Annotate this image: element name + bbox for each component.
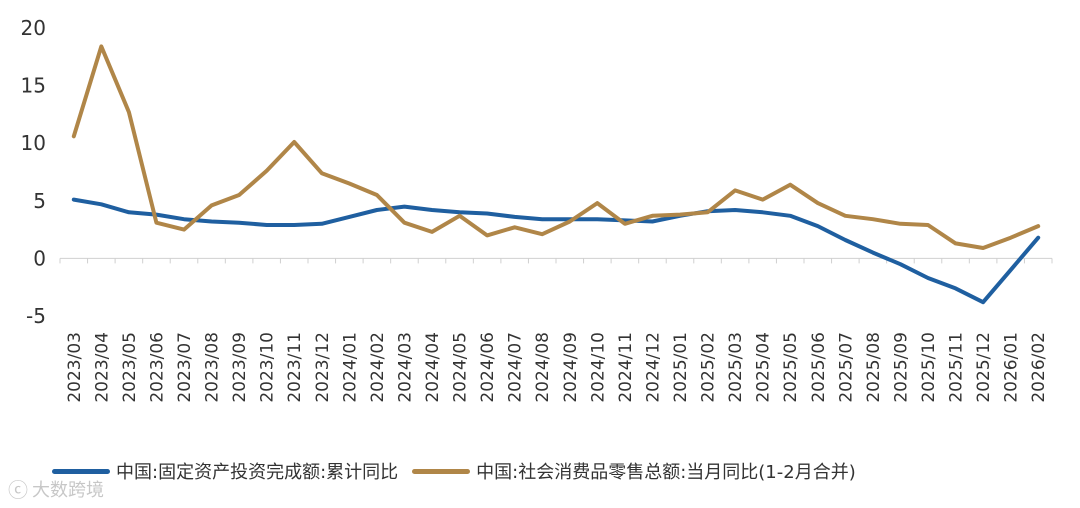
x-tick-label: 2025/03	[726, 332, 746, 403]
legend: 中国:固定资产投资完成额:累计同比 中国:社会消费品零售总额:当月同比(1-2月…	[52, 456, 870, 486]
x-tick-label: 2025/10	[919, 332, 939, 403]
y-tick-label: 10	[21, 131, 46, 155]
x-tick-label: 2024/02	[368, 332, 388, 403]
y-tick-label: 5	[33, 189, 46, 213]
watermark-text: 大数跨境	[32, 479, 104, 501]
x-tick-label: 2025/01	[671, 332, 691, 403]
x-axis-labels: 2023/03 2023/04 2023/05 2023/06 2023/07 2023/…	[65, 332, 1049, 403]
legend-label: 中国:社会消费品零售总额:当月同比(1-2月合并)	[476, 462, 856, 483]
x-tick-label: 2024/11	[616, 332, 636, 403]
x-tick-label: 2025/09	[891, 332, 911, 403]
x-tick-label: 2025/05	[781, 332, 801, 403]
x-tick-label: 2023/07	[175, 332, 195, 403]
y-tick-label: 0	[33, 246, 46, 270]
x-tick-label: 2023/05	[120, 332, 140, 403]
x-tick-label: 2025/08	[864, 332, 884, 403]
x-tick-label: 2024/08	[533, 332, 553, 403]
legend-item-retail-sales: 中国:社会消费品零售总额:当月同比(1-2月合并)	[412, 458, 856, 484]
x-tick-label: 2026/01	[1002, 332, 1022, 403]
x-tick-label: 2023/04	[92, 332, 112, 403]
x-tick-label: 2023/06	[147, 332, 167, 403]
x-tick-label: 2024/07	[506, 332, 526, 403]
legend-swatch-blue	[52, 468, 110, 474]
x-tick-label: 2023/11	[285, 332, 305, 403]
x-tick-label: 2025/12	[974, 332, 994, 403]
legend-label: 中国:固定资产投资完成额:累计同比	[116, 462, 399, 483]
x-tick-label: 2023/09	[230, 332, 250, 403]
x-tick-label: 2025/04	[754, 332, 774, 403]
x-tick-label: 2024/01	[340, 332, 360, 403]
series-line-retail-sales	[71, 44, 1041, 250]
x-axis-tick-marks	[59, 258, 1053, 264]
series-line-fixed-asset-investment	[71, 197, 1041, 305]
x-tick-label: 2023/08	[203, 332, 223, 403]
series-layer	[71, 44, 1041, 305]
watermark: ⓒ 大数跨境	[8, 474, 104, 503]
y-axis: -5 0 5 10 15 20	[21, 16, 46, 328]
x-tick-label: 2025/07	[836, 332, 856, 403]
x-tick-label: 2024/04	[423, 332, 443, 403]
x-tick-label: 2025/11	[947, 332, 967, 403]
x-tick-label: 2024/05	[451, 332, 471, 403]
x-tick-label: 2024/10	[588, 332, 608, 403]
x-tick-label: 2026/02	[1029, 332, 1049, 403]
x-tick-label: 2024/09	[561, 332, 581, 403]
y-tick-label: 15	[21, 74, 46, 98]
y-tick-label: -5	[26, 304, 46, 328]
x-tick-label: 2025/06	[809, 332, 829, 403]
x-tick-label: 2023/12	[313, 332, 333, 403]
x-tick-label: 2023/03	[65, 332, 85, 403]
legend-item-fixed-asset-investment: 中国:固定资产投资完成额:累计同比	[52, 458, 398, 484]
x-tick-label: 2024/03	[395, 332, 415, 403]
x-tick-label: 2024/12	[643, 332, 663, 403]
legend-swatch-gold	[412, 468, 471, 474]
x-tick-label: 2023/10	[258, 332, 278, 403]
watermark-logo-icon: ⓒ	[8, 478, 28, 502]
x-tick-label: 2025/02	[699, 332, 719, 403]
x-tick-label: 2024/06	[478, 332, 498, 403]
y-tick-label: 20	[21, 16, 46, 40]
